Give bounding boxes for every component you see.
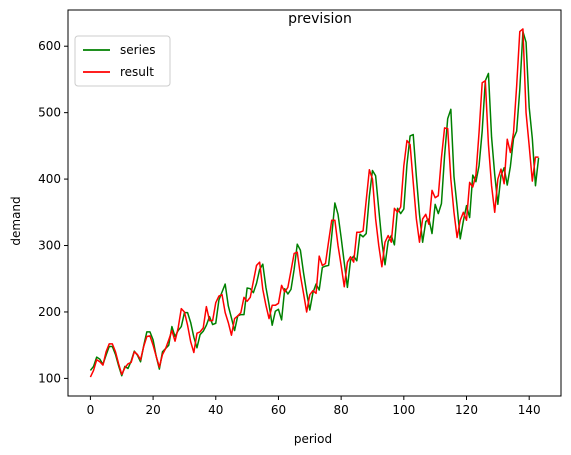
legend-box xyxy=(74,35,171,87)
y-tick-label: 100 xyxy=(38,371,61,385)
y-tick-label: 600 xyxy=(38,39,61,53)
x-tick-label: 20 xyxy=(145,403,160,417)
x-tick-label: 120 xyxy=(455,403,478,417)
legend-label-series: series xyxy=(120,43,156,57)
x-axis: 0 20 40 60 80 100 120 140 xyxy=(87,396,541,417)
y-tick-label: 200 xyxy=(38,305,61,319)
y-axis-label: demand xyxy=(9,196,23,245)
x-tick-label: 140 xyxy=(518,403,541,417)
series-line-result xyxy=(89,28,539,378)
legend-label-result: result xyxy=(120,65,154,79)
x-tick-label: 60 xyxy=(271,403,286,417)
y-axis: 100 200 300 400 500 600 xyxy=(38,39,68,385)
chart-title: prevision xyxy=(288,11,352,27)
x-axis-label: period xyxy=(294,432,332,446)
x-tick-label: 0 xyxy=(87,403,95,417)
x-tick-label: 100 xyxy=(392,403,415,417)
plot-area xyxy=(67,9,562,397)
legend: series result xyxy=(74,35,171,87)
x-tick-label: 80 xyxy=(333,403,348,417)
y-tick-label: 500 xyxy=(38,106,61,120)
x-tick-label: 40 xyxy=(208,403,223,417)
y-tick-label: 400 xyxy=(38,172,61,186)
y-tick-label: 300 xyxy=(38,239,61,253)
